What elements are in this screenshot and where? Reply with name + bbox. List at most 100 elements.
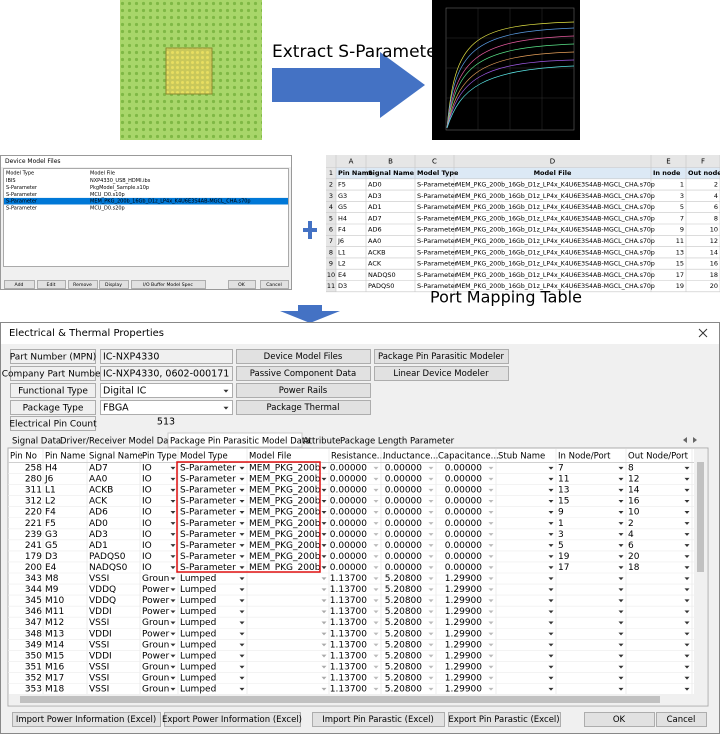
dropdown-arrow[interactable] xyxy=(170,676,176,680)
dropdown-arrow[interactable] xyxy=(239,588,245,592)
dropdown-arrow[interactable] xyxy=(321,533,327,536)
dropdown-arrow[interactable] xyxy=(373,599,379,603)
dropdown-arrow[interactable] xyxy=(618,621,624,625)
dropdown-arrow[interactable] xyxy=(373,610,379,614)
dropdown-arrow[interactable] xyxy=(488,566,494,570)
dropdown-arrow[interactable] xyxy=(321,676,327,680)
dropdown-arrow[interactable] xyxy=(618,555,624,559)
dropdown-arrow[interactable] xyxy=(373,687,379,691)
dropdown-arrow[interactable] xyxy=(239,610,245,614)
dropdown-arrow[interactable] xyxy=(548,599,554,603)
dropdown-arrow[interactable] xyxy=(548,577,554,581)
dialog-button[interactable] xyxy=(99,280,129,289)
dropdown-arrow[interactable] xyxy=(170,544,176,547)
dropdown-arrow[interactable] xyxy=(373,676,379,680)
field-value-box[interactable] xyxy=(100,383,233,398)
dropdown-arrow[interactable] xyxy=(488,643,494,647)
dropdown-arrow[interactable] xyxy=(548,511,554,514)
dropdown-arrow[interactable] xyxy=(428,466,434,470)
dropdown-arrow[interactable] xyxy=(239,577,245,581)
dropdown-arrow[interactable] xyxy=(373,665,379,669)
dropdown-arrow[interactable] xyxy=(373,621,379,625)
dropdown-arrow[interactable] xyxy=(170,488,176,492)
dropdown-arrow[interactable] xyxy=(239,499,245,503)
dropdown-arrow[interactable] xyxy=(548,687,554,691)
footer-button[interactable] xyxy=(164,712,301,727)
dropdown-arrow[interactable] xyxy=(684,665,690,669)
dropdown-arrow[interactable] xyxy=(373,488,379,492)
dropdown-arrow[interactable] xyxy=(428,544,434,547)
dropdown-arrow[interactable] xyxy=(618,533,624,536)
dropdown-arrow[interactable] xyxy=(239,654,245,658)
dropdown-arrow[interactable] xyxy=(321,477,327,481)
dropdown-arrow[interactable] xyxy=(684,621,690,625)
dropdown-arrow[interactable] xyxy=(170,555,176,559)
dropdown-arrow[interactable] xyxy=(618,654,624,658)
dropdown-arrow[interactable] xyxy=(684,533,690,536)
dropdown-arrow[interactable] xyxy=(170,577,176,581)
dropdown-arrow[interactable] xyxy=(321,499,327,503)
dropdown-arrow[interactable] xyxy=(170,511,176,514)
dropdown-arrow[interactable] xyxy=(488,533,494,536)
dropdown-arrow[interactable] xyxy=(373,544,379,547)
dropdown-arrow[interactable] xyxy=(373,522,379,525)
dropdown-arrow[interactable] xyxy=(239,511,245,514)
dropdown-arrow[interactable] xyxy=(170,643,176,647)
dropdown-arrow[interactable] xyxy=(170,632,176,636)
dropdown-arrow[interactable] xyxy=(321,488,327,492)
dropdown-arrow[interactable] xyxy=(373,643,379,647)
dropdown-arrow[interactable] xyxy=(321,511,327,514)
dropdown-arrow[interactable] xyxy=(488,654,494,658)
dropdown-arrow[interactable] xyxy=(170,566,176,570)
close-button[interactable] xyxy=(698,328,708,338)
dialog-button[interactable] xyxy=(236,383,371,398)
dropdown-arrow[interactable] xyxy=(548,477,554,481)
field-value-box[interactable] xyxy=(100,400,233,415)
dropdown-arrow[interactable] xyxy=(684,599,690,603)
dropdown-arrow[interactable] xyxy=(321,555,327,559)
dropdown-arrow[interactable] xyxy=(428,599,434,603)
dialog-button[interactable] xyxy=(260,280,289,289)
dropdown-arrow[interactable] xyxy=(488,522,494,525)
dropdown-arrow[interactable] xyxy=(321,665,327,669)
dropdown-arrow[interactable] xyxy=(321,632,327,636)
dropdown-arrow[interactable] xyxy=(239,599,245,603)
footer-button[interactable] xyxy=(584,712,655,727)
dropdown-arrow[interactable] xyxy=(618,499,624,503)
dropdown-arrow[interactable] xyxy=(321,466,327,470)
dropdown-arrow[interactable] xyxy=(488,632,494,636)
dropdown-arrow[interactable] xyxy=(239,533,245,536)
dropdown-arrow[interactable] xyxy=(170,466,176,470)
dialog-button[interactable] xyxy=(374,349,509,364)
dropdown-arrow[interactable] xyxy=(548,654,554,658)
dropdown-arrow[interactable] xyxy=(223,406,229,410)
dropdown-arrow[interactable] xyxy=(618,466,624,470)
dropdown-arrow[interactable] xyxy=(488,588,494,592)
dropdown-arrow[interactable] xyxy=(373,511,379,514)
dropdown-arrow[interactable] xyxy=(618,665,624,669)
dropdown-arrow[interactable] xyxy=(684,610,690,614)
dropdown-arrow[interactable] xyxy=(684,477,690,481)
dropdown-arrow[interactable] xyxy=(428,621,434,625)
dropdown-arrow[interactable] xyxy=(618,610,624,614)
v-scroll-thumb[interactable] xyxy=(697,462,704,572)
dropdown-arrow[interactable] xyxy=(548,643,554,647)
dropdown-arrow[interactable] xyxy=(548,466,554,470)
dropdown-arrow[interactable] xyxy=(618,676,624,680)
dropdown-arrow[interactable] xyxy=(321,566,327,570)
dropdown-arrow[interactable] xyxy=(548,533,554,536)
dropdown-arrow[interactable] xyxy=(428,687,434,691)
dropdown-arrow[interactable] xyxy=(428,522,434,525)
dropdown-arrow[interactable] xyxy=(548,588,554,592)
dropdown-arrow[interactable] xyxy=(170,522,176,525)
dialog-button[interactable] xyxy=(37,280,66,289)
dropdown-arrow[interactable] xyxy=(239,566,245,570)
dropdown-arrow[interactable] xyxy=(239,522,245,525)
dropdown-arrow[interactable] xyxy=(321,599,327,603)
active-tab[interactable] xyxy=(167,432,303,448)
dialog-button[interactable] xyxy=(131,280,206,289)
dropdown-arrow[interactable] xyxy=(321,621,327,625)
dropdown-arrow[interactable] xyxy=(428,555,434,559)
dropdown-arrow[interactable] xyxy=(170,599,176,603)
dropdown-arrow[interactable] xyxy=(618,522,624,525)
